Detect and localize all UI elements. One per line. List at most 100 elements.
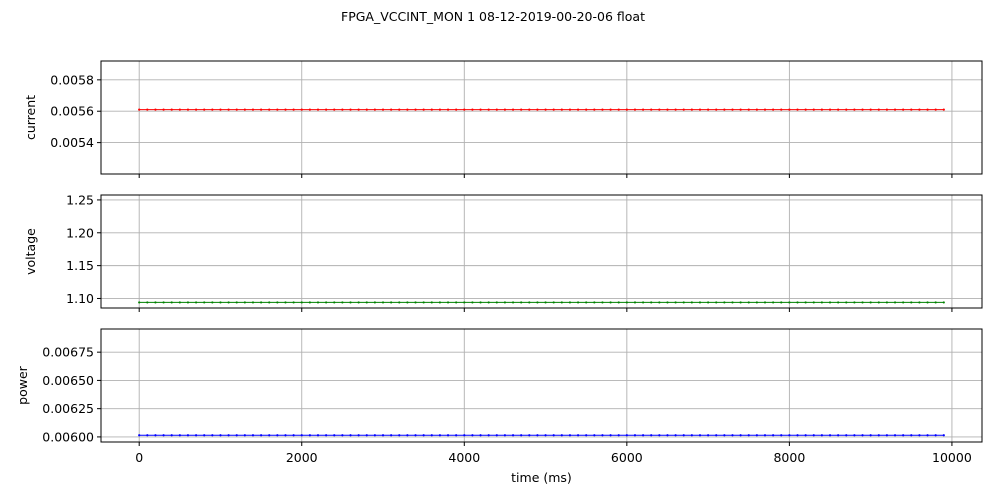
power-data-point bbox=[690, 434, 693, 437]
power-data-point bbox=[422, 434, 425, 437]
voltage-data-point bbox=[325, 301, 328, 304]
voltage-data-point bbox=[820, 301, 823, 304]
current-ytick-label: 0.0054 bbox=[50, 135, 94, 150]
power-data-point bbox=[308, 434, 311, 437]
power-data-point bbox=[788, 434, 791, 437]
power-data-point bbox=[178, 434, 181, 437]
current-data-point bbox=[276, 108, 279, 111]
current-data-point bbox=[609, 108, 612, 111]
current-data-point bbox=[918, 108, 921, 111]
power-xtick-label: 0 bbox=[135, 450, 143, 465]
current-data-point bbox=[585, 108, 588, 111]
voltage-data-point bbox=[544, 301, 547, 304]
current-data-point bbox=[796, 108, 799, 111]
current-data-point bbox=[357, 108, 360, 111]
power-data-point bbox=[268, 434, 271, 437]
current-data-point bbox=[772, 108, 775, 111]
power-data-point bbox=[203, 434, 206, 437]
voltage-data-point bbox=[617, 301, 620, 304]
voltage-ytick-label: 1.15 bbox=[66, 258, 94, 273]
power-xtick-label: 8000 bbox=[773, 450, 805, 465]
power-data-point bbox=[552, 434, 555, 437]
current-data-point bbox=[463, 108, 466, 111]
current-data-point bbox=[861, 108, 864, 111]
voltage-data-point bbox=[853, 301, 856, 304]
power-ytick-label: 0.00600 bbox=[42, 429, 94, 444]
voltage-data-point bbox=[552, 301, 555, 304]
voltage-data-point bbox=[633, 301, 637, 304]
power-ylabel: power bbox=[15, 365, 30, 404]
current-data-point bbox=[780, 108, 783, 111]
current-data-point bbox=[853, 108, 856, 111]
current-data-point bbox=[316, 108, 320, 111]
voltage-data-point bbox=[682, 301, 685, 304]
voltage-panel: 1.10 1.15 1.20 1.25 voltage bbox=[23, 192, 983, 312]
voltage-data-point bbox=[934, 301, 937, 304]
voltage-data-point bbox=[276, 301, 279, 304]
power-data-point bbox=[414, 434, 417, 437]
current-data-point bbox=[390, 108, 393, 111]
voltage-data-point bbox=[219, 301, 222, 304]
current-data-point bbox=[755, 108, 758, 111]
voltage-data-point bbox=[593, 301, 596, 304]
power-data-point bbox=[511, 434, 515, 437]
voltage-ytick-label: 1.20 bbox=[66, 225, 94, 240]
power-data-point bbox=[292, 434, 295, 437]
voltage-data-point bbox=[284, 301, 287, 304]
voltage-data-point bbox=[414, 301, 417, 304]
power-data-point bbox=[877, 434, 880, 437]
power-data-point bbox=[780, 434, 783, 437]
power-data-point bbox=[853, 434, 856, 437]
current-data-point bbox=[154, 108, 157, 111]
power-data-point bbox=[763, 434, 767, 437]
power-ytick-label: 0.00675 bbox=[42, 345, 94, 360]
power-data-point bbox=[617, 434, 620, 437]
voltage-data-point bbox=[707, 301, 710, 304]
voltage-data-point bbox=[260, 301, 263, 304]
current-data-point bbox=[568, 108, 572, 111]
current-data-point bbox=[211, 108, 214, 111]
power-data-point bbox=[658, 434, 661, 437]
current-data-point bbox=[503, 108, 507, 111]
current-data-point bbox=[902, 108, 905, 111]
voltage-data-point bbox=[869, 301, 872, 304]
current-data-point bbox=[633, 108, 637, 111]
current-data-point bbox=[178, 108, 181, 111]
voltage-data-point bbox=[918, 301, 921, 304]
power-data-point bbox=[398, 434, 401, 437]
current-data-point bbox=[552, 108, 555, 111]
power-data-point bbox=[349, 434, 352, 437]
current-data-point bbox=[455, 108, 458, 111]
current-data-point bbox=[893, 108, 897, 111]
power-data-point bbox=[300, 434, 303, 437]
current-data-point bbox=[511, 108, 515, 111]
current-data-point bbox=[747, 108, 750, 111]
current-data-point bbox=[300, 108, 303, 111]
voltage-data-point bbox=[406, 301, 409, 304]
power-data-point bbox=[194, 434, 198, 437]
current-data-point bbox=[471, 108, 474, 111]
current-data-point bbox=[243, 108, 246, 111]
power-data-point bbox=[186, 434, 190, 437]
voltage-data-point bbox=[641, 301, 645, 304]
voltage-data-point bbox=[398, 301, 401, 304]
power-data-point bbox=[845, 434, 848, 437]
power-data-point bbox=[325, 434, 328, 437]
power-data-point bbox=[755, 434, 758, 437]
current-data-point bbox=[495, 108, 498, 111]
voltage-plot-frame bbox=[100, 194, 983, 309]
current-data-point bbox=[926, 108, 929, 111]
voltage-ytick-label: 1.10 bbox=[66, 291, 94, 306]
power-data-point bbox=[446, 434, 450, 437]
voltage-data-point bbox=[495, 301, 498, 304]
power-data-point bbox=[812, 434, 815, 437]
power-data-point bbox=[243, 434, 246, 437]
current-data-point bbox=[934, 108, 937, 111]
power-data-point bbox=[804, 434, 807, 437]
power-data-point bbox=[138, 434, 141, 437]
current-data-point bbox=[333, 108, 336, 111]
power-data-point bbox=[942, 434, 945, 437]
power-data-point bbox=[568, 434, 572, 437]
voltage-data-point bbox=[902, 301, 905, 304]
power-data-point bbox=[406, 434, 409, 437]
